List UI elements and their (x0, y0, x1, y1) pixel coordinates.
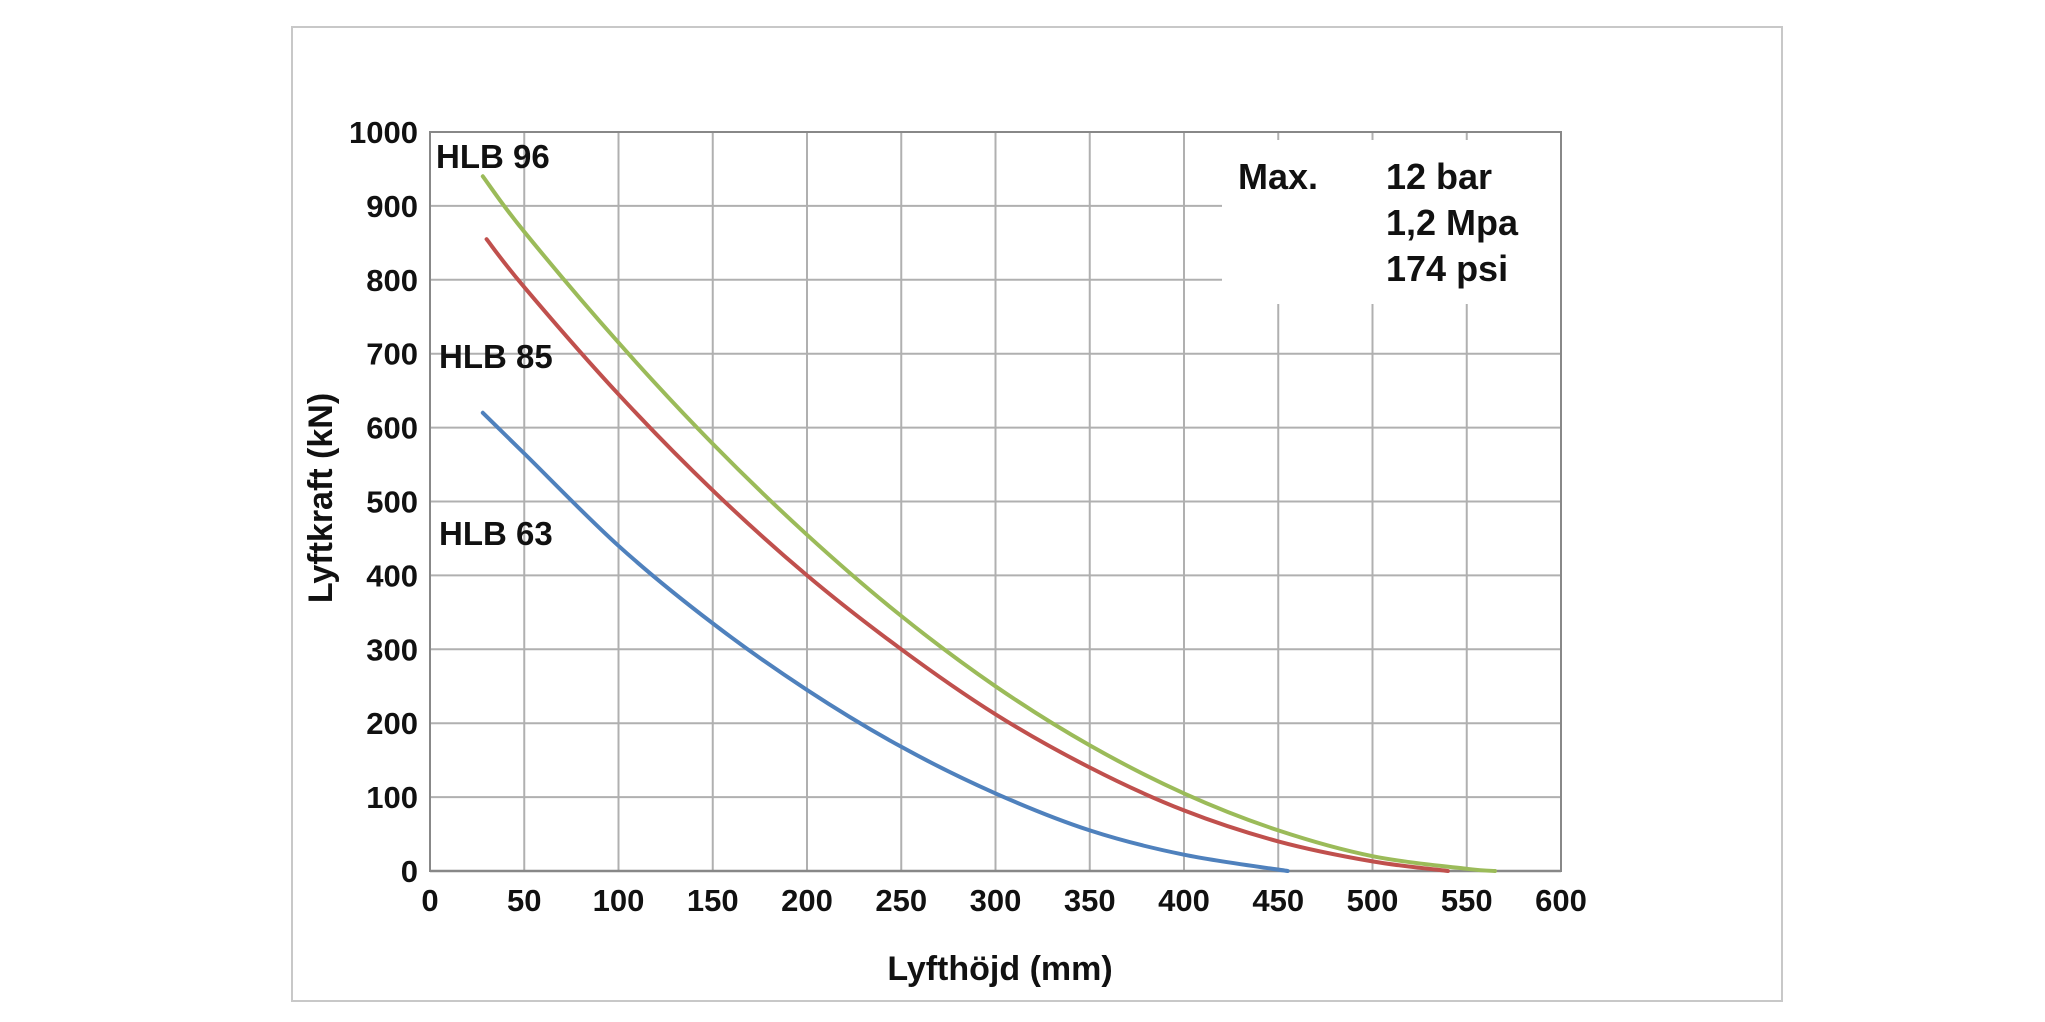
x-axis-title: Lyfthöjd (mm) (887, 950, 1112, 988)
y-tick-label: 700 (366, 337, 418, 372)
x-tick-label: 300 (970, 883, 1022, 918)
series-label-hlb-96: HLB 96 (436, 138, 550, 175)
annotation-line-2: 1,2 Mpa (1386, 202, 1519, 243)
annotation-label: Max. (1238, 156, 1318, 197)
y-tick-label: 1000 (349, 115, 418, 150)
x-tick-label: 150 (687, 883, 739, 918)
x-tick-label: 600 (1535, 883, 1587, 918)
y-tick-label: 300 (366, 632, 418, 667)
x-tick-label: 350 (1064, 883, 1116, 918)
annotation-line-3: 174 psi (1386, 248, 1508, 289)
y-tick-label: 800 (366, 263, 418, 298)
x-tick-label: 200 (781, 883, 833, 918)
series-lines (480, 174, 1497, 873)
y-tick-label: 0 (401, 854, 418, 889)
series-line-hlb-96 (480, 174, 1497, 873)
x-tick-label: 50 (507, 883, 541, 918)
x-tick-label: 250 (875, 883, 927, 918)
y-tick-label: 400 (366, 558, 418, 593)
x-tick-label: 0 (421, 883, 438, 918)
series-labels: HLB 96 HLB 85 HLB 63 (436, 138, 553, 552)
y-tick-labels: 0 100 200 300 400 500 600 700 800 900 1000 (349, 115, 418, 889)
y-tick-label: 200 (366, 706, 418, 741)
x-tick-label: 450 (1252, 883, 1304, 918)
y-tick-label: 500 (366, 485, 418, 520)
y-axis-title: Lyftkraft (kN) (302, 393, 340, 603)
annotation-box (1222, 140, 1560, 304)
x-tick-label: 500 (1347, 883, 1399, 918)
series-line-hlb-85 (484, 237, 1450, 873)
y-tick-label: 900 (366, 189, 418, 224)
series-line-hlb-63 (480, 410, 1290, 873)
x-tick-labels: 0 50 100 150 200 250 300 350 400 450 500 550 600 (421, 883, 1586, 918)
y-tick-label: 100 (366, 780, 418, 815)
y-tick-label: 600 (366, 411, 418, 446)
x-tick-label: 100 (593, 883, 645, 918)
series-label-hlb-63: HLB 63 (439, 515, 553, 552)
series-label-hlb-85: HLB 85 (439, 338, 553, 375)
x-tick-label: 400 (1158, 883, 1210, 918)
x-tick-label: 550 (1441, 883, 1493, 918)
annotation-line-1: 12 bar (1386, 156, 1492, 197)
